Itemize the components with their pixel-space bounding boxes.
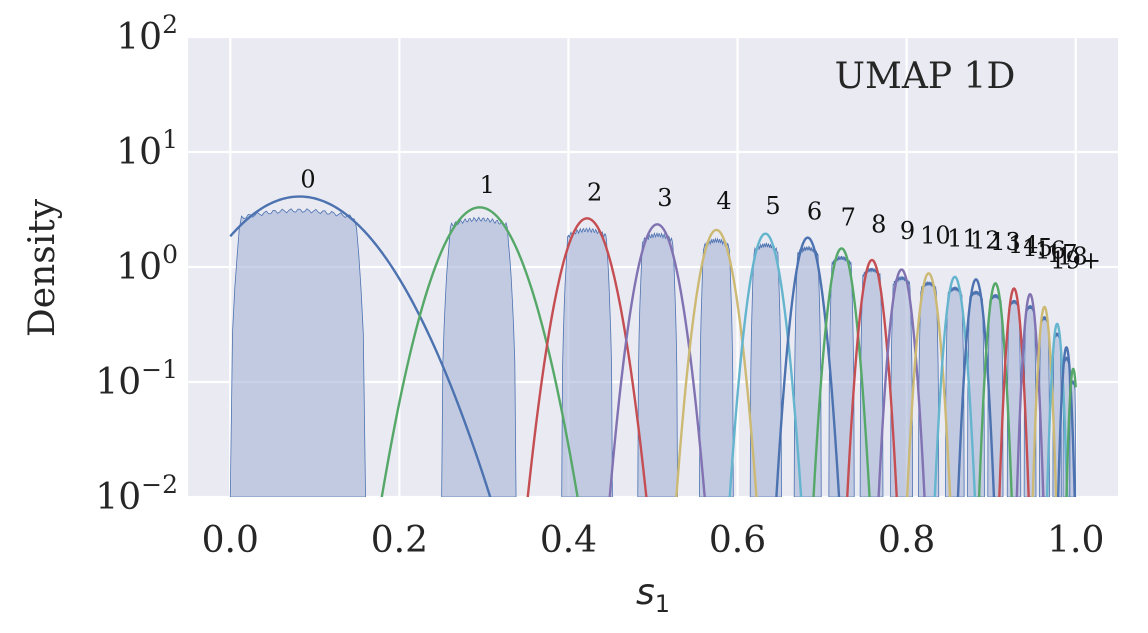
x-axis-label-main: s — [636, 572, 655, 613]
y-tick-base-1: 10 — [116, 132, 162, 173]
fitted-curve-11 — [933, 275, 977, 497]
peak-label-16: 16 — [1035, 237, 1066, 265]
x-tick-label-4: 0.8 — [878, 520, 935, 561]
peak-label-0: 0 — [300, 166, 315, 194]
y-tick-label-0: 102 — [116, 10, 178, 58]
density-fill-0 — [229, 208, 366, 497]
y-tick-exp-0: 2 — [162, 10, 178, 39]
peak-label-3: 3 — [657, 184, 672, 212]
fitted-curve-7 — [812, 247, 871, 497]
fitted-curves — [229, 195, 1077, 497]
y-tick-label-4: 10−2 — [95, 470, 178, 518]
fitted-curve-0 — [229, 195, 492, 497]
y-tick-exp-3: −1 — [141, 355, 178, 384]
y-tick-label-3: 10−1 — [95, 355, 178, 403]
x-axis-label-subscript: 1 — [655, 590, 670, 618]
fitted-curve-18 — [1056, 346, 1076, 497]
peak-label-7: 7 — [841, 203, 856, 231]
peak-label-4: 4 — [716, 187, 731, 215]
peak-label-10: 10 — [920, 222, 951, 250]
y-tick-exp-2: 0 — [162, 240, 178, 269]
density-fill-10 — [918, 280, 940, 497]
peak-label-17: 17 — [1047, 240, 1078, 268]
fitted-curve-12 — [956, 278, 996, 497]
fitted-curve-19+ — [1065, 367, 1077, 497]
density-fill-2 — [561, 226, 613, 497]
fitted-curve-15 — [1015, 292, 1045, 497]
peak-label-18: 18 — [1057, 243, 1088, 271]
density-fill-9 — [890, 275, 913, 497]
fitted-curve-14 — [998, 287, 1030, 497]
y-tick-base-2: 10 — [116, 247, 162, 288]
fitted-curve-6 — [775, 236, 841, 497]
peak-label-9: 9 — [900, 217, 915, 245]
x-tick-label-1: 0.2 — [371, 520, 428, 561]
y-axis-label: Density — [22, 198, 63, 337]
peak-label-13: 13 — [990, 228, 1021, 256]
x-tick-labels: 0.0 0.2 0.4 0.6 0.8 1.0 — [202, 520, 1105, 561]
x-tick-label-5: 1.0 — [1047, 520, 1104, 561]
peak-label-11: 11 — [947, 225, 978, 253]
fitted-curve-17 — [1045, 322, 1069, 497]
x-axis-label: s1 — [636, 572, 670, 618]
fitted-curve-4 — [675, 228, 758, 497]
y-tick-base-3: 10 — [95, 362, 141, 403]
fitted-curve-16 — [1031, 305, 1058, 497]
fitted-curve-9 — [877, 268, 926, 497]
x-tick-label-3: 0.6 — [709, 520, 766, 561]
density-fill-3 — [637, 231, 678, 497]
peak-label-14: 14 — [1008, 231, 1039, 259]
x-tick-label-0: 0.0 — [202, 520, 259, 561]
fitted-curve-10 — [905, 272, 952, 497]
y-tick-label-2: 100 — [116, 240, 178, 288]
peak-label-15: 15 — [1022, 234, 1053, 262]
peak-label-8: 8 — [871, 210, 886, 238]
fitted-curve-1 — [380, 206, 579, 497]
peak-label-2: 2 — [587, 178, 602, 206]
peak-label-12: 12 — [970, 226, 1001, 254]
fitted-curve-3 — [608, 223, 706, 497]
density-fill-4 — [699, 237, 734, 497]
fitted-curve-2 — [526, 217, 648, 497]
fitted-curve-13 — [977, 282, 1013, 497]
density-fill-7 — [828, 255, 855, 497]
peak-label-19+: 19+ — [1050, 247, 1101, 275]
density-fill-1 — [441, 216, 517, 497]
x-tick-label-2: 0.4 — [540, 520, 597, 561]
peak-label-5: 5 — [765, 192, 780, 220]
y-tick-base-4: 10 — [95, 477, 141, 518]
peak-label-1: 1 — [480, 171, 495, 199]
density-fill-5 — [749, 241, 782, 497]
peak-label-6: 6 — [807, 197, 822, 225]
density-fills — [229, 208, 1077, 497]
fitted-curve-5 — [728, 232, 803, 497]
fitted-curve-8 — [846, 258, 898, 497]
y-tick-base-0: 10 — [116, 17, 162, 58]
y-tick-label-1: 101 — [116, 125, 178, 173]
y-tick-exp-4: −2 — [141, 470, 178, 499]
y-tick-exp-1: 1 — [162, 125, 178, 154]
chart-title: UMAP 1D — [835, 56, 1016, 97]
